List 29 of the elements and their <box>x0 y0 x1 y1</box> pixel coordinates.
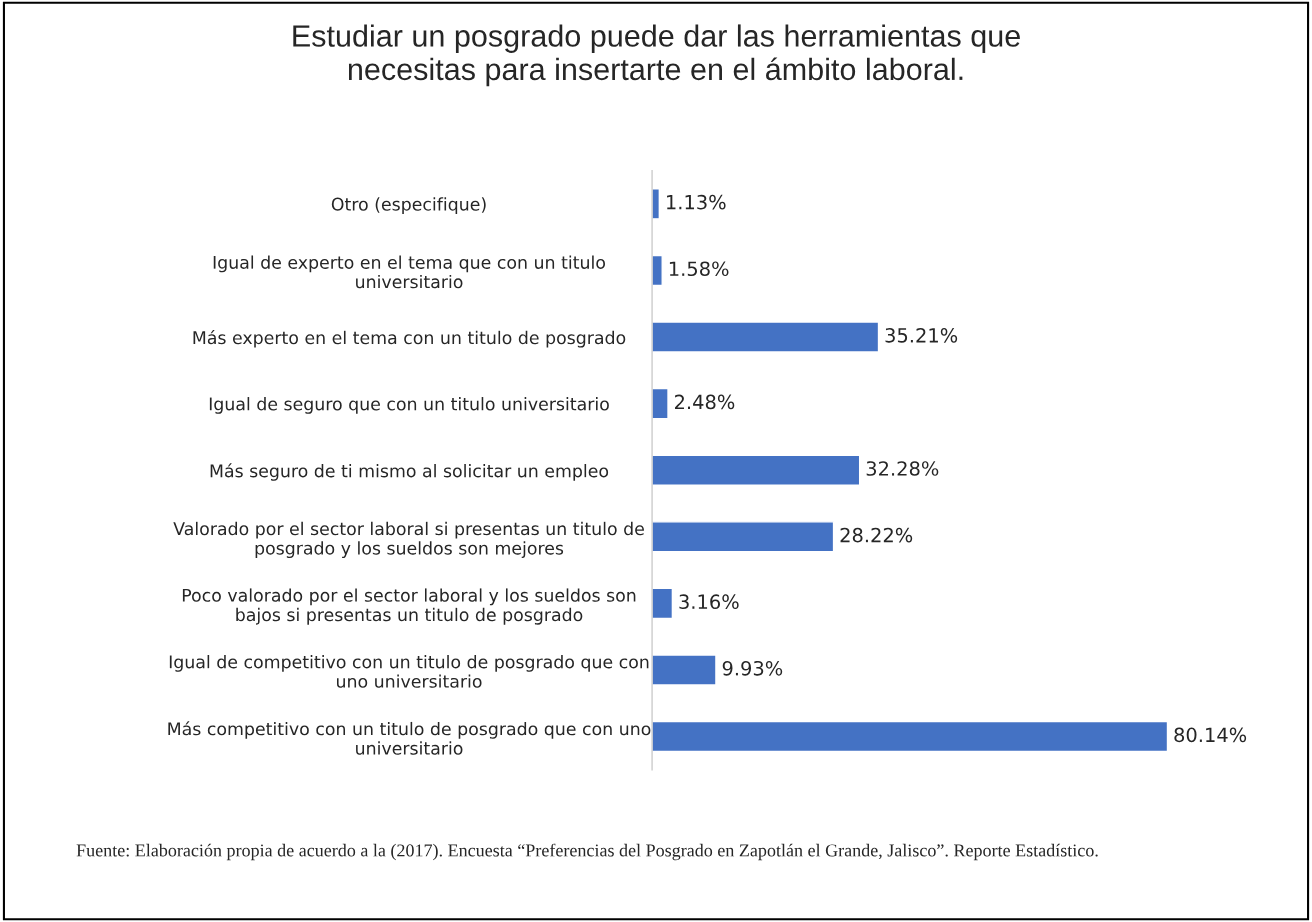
data-label: 9.93% <box>722 660 783 676</box>
bar <box>652 254 663 287</box>
y-tick-label: Más seguro de ti mismo al solicitar un empleo <box>210 463 609 481</box>
data-label: 35.21% <box>885 327 958 343</box>
bar <box>652 720 1169 753</box>
y-tick-label: Poco valorado por el sector laboral y los sueldos son bajos si presentas un titulo de posgrado <box>182 588 636 625</box>
data-label: 80.14% <box>1174 727 1247 743</box>
source-note: Fuente: Elaboración propia de acuerdo a la (2017). Encuesta “Preferencias del Posgrado en Zapotlán el Grande, Jalisco”. Reporte Estadístico. <box>76 843 1098 861</box>
bar <box>652 454 861 486</box>
y-tick-label: Otro (especifique) <box>331 197 486 215</box>
y-tick-label: Igual de competitivo con un titulo de posgrado que con uno universitario <box>169 654 649 688</box>
y-tick-label: Más competitivo con un titulo de posgrado que con uno universitario <box>168 721 651 755</box>
data-label: 1.13% <box>667 194 726 210</box>
data-label: 28.22% <box>840 527 913 543</box>
y-tick-label: Igual de seguro que con un titulo universitario <box>209 397 609 414</box>
bar <box>652 587 674 620</box>
data-label: 2.48% <box>674 394 735 410</box>
bar <box>652 387 669 420</box>
y-tick-label: Igual de experto en el tema que con un titulo universitario <box>213 255 605 289</box>
data-label: 32.28% <box>866 461 939 476</box>
data-label: 3.16% <box>679 594 739 610</box>
y-tick-label: Valorado por el sector laboral si presentas un titulo de posgrado y los sueldos son mejores <box>173 521 644 559</box>
y-tick-label: Más experto en el tema con un titulo de posgrado <box>193 330 626 348</box>
bar <box>652 188 661 220</box>
bar <box>652 521 835 553</box>
chart-title: Estudiar un posgrado puede dar las herramientas que necesitas para insertarte en el ámbito laboral. <box>293 24 1020 87</box>
bar <box>652 321 880 353</box>
bar <box>652 654 717 686</box>
data-label: 1.58% <box>669 261 729 277</box>
